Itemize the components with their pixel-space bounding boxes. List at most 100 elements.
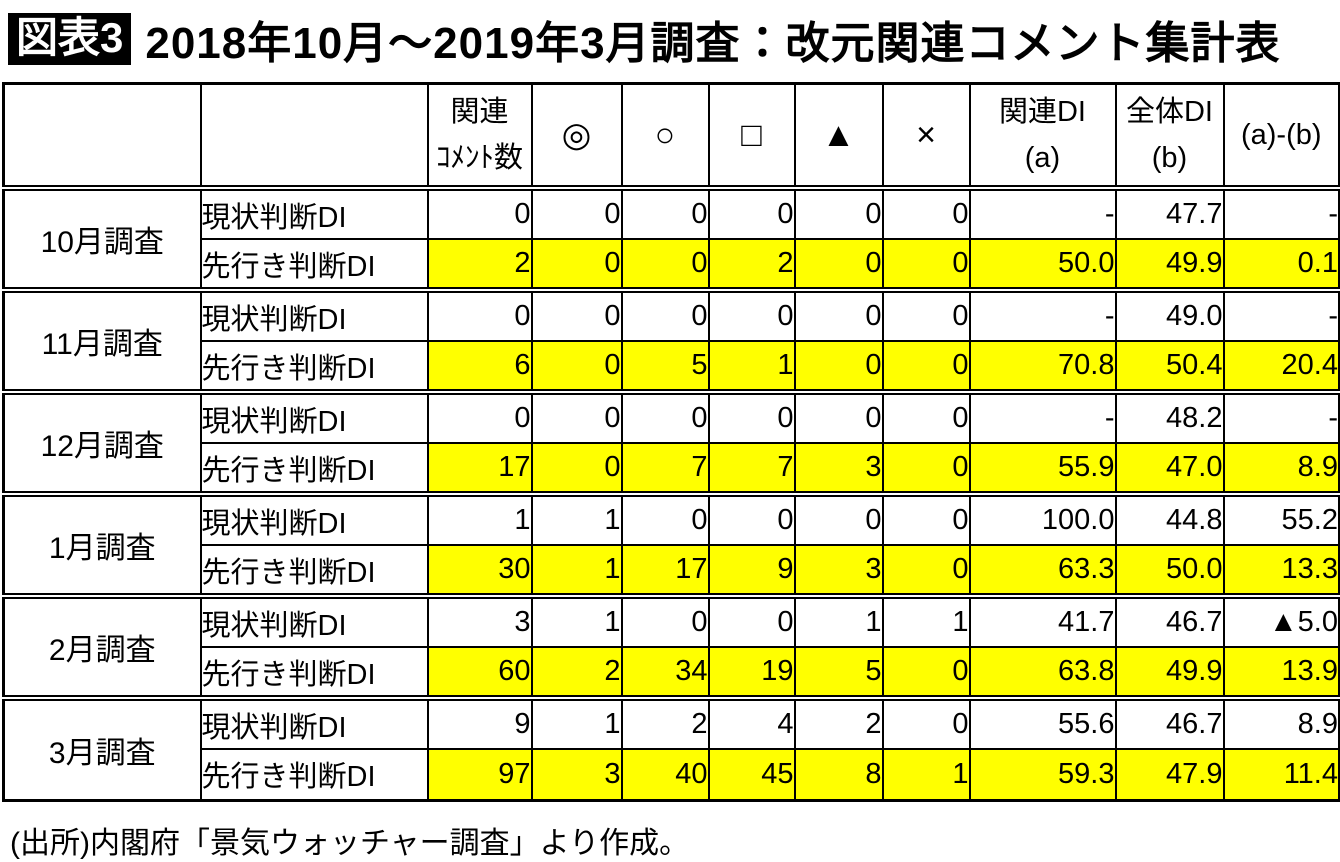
table-row: 先行き判断DI 6 0 5 1 0 0 70.8 50.4 20.4 (4, 340, 1340, 393)
table-row: 12月調査 現状判断DI 0 0 0 0 0 0 - 48.2 - (2, 391, 1340, 495)
di-type-cell: 現状判断DI (199, 391, 429, 444)
value-cell: 9 (707, 544, 796, 597)
value-cell: 1 (530, 595, 623, 648)
value-cell: 0 (620, 289, 710, 342)
value-cell: 7 (620, 442, 710, 495)
value-cell: 17 (620, 544, 710, 597)
value-cell: 50.4 (1114, 340, 1225, 393)
value-cell: 41.7 (968, 595, 1117, 648)
double-circle-icon: ◎ (561, 116, 592, 154)
header-symbol-double-circle: ◎ (530, 82, 623, 189)
di-type-cell: 現状判断DI (199, 697, 429, 750)
header-overall-di: 全体DI (b) (1114, 82, 1225, 189)
table-row: 先行き判断DI 2 0 0 2 0 0 50.0 49.9 0.1 (4, 238, 1340, 291)
value-cell: 48.2 (1114, 391, 1225, 444)
value-cell: 0 (707, 289, 796, 342)
value-cell: 45 (707, 748, 796, 801)
month-group-march: 3月調査 現状判断DI 9 1 2 4 2 0 55.6 46.7 8.9 先行… (2, 697, 1340, 801)
cross-icon: × (916, 116, 936, 154)
value-cell: 2 (707, 238, 796, 291)
value-cell: 0 (881, 544, 971, 597)
table-header: 関連 ｺﾒﾝﾄ数 ◎ ○ □ ▲ × 関連DI (a) 全体DI (b) (a)… (2, 82, 1340, 189)
header-row: 関連 ｺﾒﾝﾄ数 ◎ ○ □ ▲ × 関連DI (a) 全体DI (b) (a)… (2, 82, 1340, 189)
value-cell: - (968, 289, 1117, 342)
value-cell: 0.1 (1222, 238, 1340, 291)
value-cell: 1 (881, 595, 971, 648)
value-cell: 70.8 (968, 340, 1117, 393)
value-cell: 30 (426, 544, 533, 597)
di-type-cell: 現状判断DI (199, 187, 429, 240)
header-overall-di-line2: (b) (1151, 142, 1188, 174)
value-cell: 50.0 (968, 238, 1117, 291)
di-type-cell: 先行き判断DI (199, 340, 429, 393)
value-cell: 0 (530, 442, 623, 495)
value-cell: 60 (426, 646, 533, 699)
circle-icon: ○ (654, 116, 676, 154)
month-group-november: 11月調査 現状判断DI 0 0 0 0 0 0 - 49.0 - 先行き判断D… (2, 289, 1340, 393)
month-cell: 2月調査 (2, 595, 202, 699)
month-group-october: 10月調査 現状判断DI 0 0 0 0 0 0 - 47.7 - 先行き判断D… (2, 187, 1340, 291)
value-cell: 0 (793, 493, 884, 546)
value-cell: 0 (881, 187, 971, 240)
value-cell: 0 (881, 442, 971, 495)
header-comment-count-line2: ｺﾒﾝﾄ数 (435, 142, 523, 174)
header-related-di: 関連DI (a) (968, 82, 1117, 189)
value-cell: 0 (881, 289, 971, 342)
header-symbol-circle: ○ (620, 82, 710, 189)
table-row: 3月調査 現状判断DI 9 1 2 4 2 0 55.6 46.7 8.9 (2, 697, 1340, 801)
month-cell: 10月調査 (2, 187, 202, 291)
value-cell: - (1222, 187, 1340, 240)
value-cell: 40 (620, 748, 710, 801)
value-cell: 0 (881, 391, 971, 444)
di-type-cell: 現状判断DI (199, 289, 429, 342)
value-cell: 44.8 (1114, 493, 1225, 546)
value-cell: ▲5.0 (1222, 595, 1340, 648)
value-cell: 49.9 (1114, 238, 1225, 291)
value-cell: 1 (707, 340, 796, 393)
value-cell: 0 (426, 289, 533, 342)
value-cell: 0 (530, 340, 623, 393)
header-related-di-line1: 関連DI (998, 96, 1086, 128)
value-cell: 13.3 (1222, 544, 1340, 597)
header-comment-count-line1: 関連 (450, 96, 509, 128)
value-cell: 0 (620, 595, 710, 648)
value-cell: 11.4 (1222, 748, 1340, 801)
square-icon: □ (741, 116, 762, 154)
value-cell: 0 (426, 391, 533, 444)
month-cell: 1月調査 (2, 493, 202, 597)
value-cell: 0 (707, 595, 796, 648)
value-cell: 0 (793, 289, 884, 342)
value-cell: 8 (793, 748, 884, 801)
header-related-di-line2: (a) (1024, 142, 1061, 174)
value-cell: 0 (793, 391, 884, 444)
table-row: 2月調査 現状判断DI 3 1 0 0 1 1 41.7 46.7 ▲5.0 (2, 595, 1340, 699)
value-cell: 0 (881, 238, 971, 291)
value-cell: 13.9 (1222, 646, 1340, 699)
value-cell: 97 (426, 748, 533, 801)
value-cell: 0 (793, 340, 884, 393)
value-cell: 0 (530, 187, 623, 240)
figure-title-text: 2018年10月～2019年3月調査：改元関連コメント集計表 (145, 19, 1281, 68)
value-cell: 1 (426, 493, 533, 546)
figure-title: 図表3 2018年10月～2019年3月調査：改元関連コメント集計表 (0, 0, 1340, 76)
value-cell: - (1222, 391, 1340, 444)
value-cell: 20.4 (1222, 340, 1340, 393)
value-cell: 0 (881, 697, 971, 750)
value-cell: 2 (793, 697, 884, 750)
value-cell: 4 (707, 697, 796, 750)
value-cell: 0 (530, 289, 623, 342)
value-cell: 3 (530, 748, 623, 801)
header-overall-di-line1: 全体DI (1125, 96, 1213, 128)
value-cell: 0 (793, 187, 884, 240)
table-row: 先行き判断DI 97 3 40 45 8 1 59.3 47.9 11.4 (4, 748, 1340, 801)
header-symbol-cross: × (881, 82, 971, 189)
month-group-january: 1月調査 現状判断DI 1 1 0 0 0 0 100.0 44.8 55.2 … (2, 493, 1340, 597)
value-cell: 50.0 (1114, 544, 1225, 597)
table-row: 先行き判断DI 60 2 34 19 5 0 63.8 49.9 13.9 (4, 646, 1340, 699)
month-cell: 11月調査 (2, 289, 202, 393)
table-row: 10月調査 現状判断DI 0 0 0 0 0 0 - 47.7 - (2, 187, 1340, 291)
value-cell: 2 (426, 238, 533, 291)
value-cell: 0 (530, 391, 623, 444)
di-type-cell: 先行き判断DI (199, 646, 429, 699)
table-row: 11月調査 現状判断DI 0 0 0 0 0 0 - 49.0 - (2, 289, 1340, 393)
